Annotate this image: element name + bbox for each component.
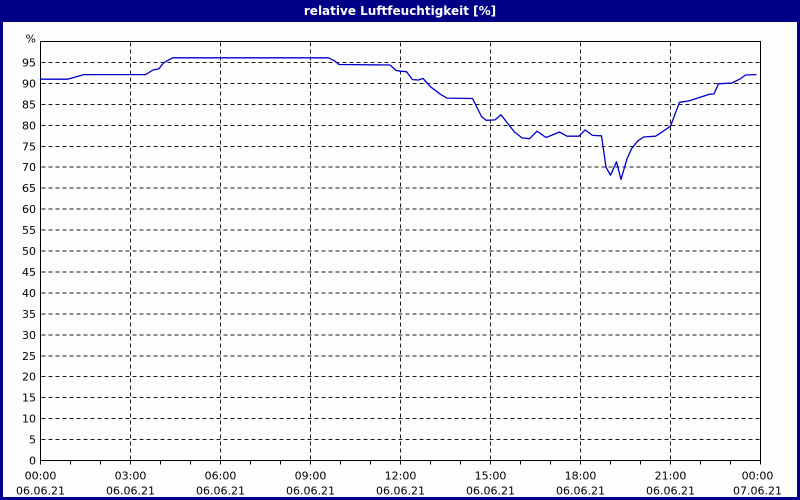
x-tick-time-label: 12:00 <box>385 470 417 483</box>
x-tick-date-label: 06.06.21 <box>196 485 245 498</box>
x-tick-time-label: 03:00 <box>115 470 147 483</box>
y-tick-label: 90 <box>22 77 36 90</box>
x-tick-date-label: 06.06.21 <box>466 485 515 498</box>
x-tick-date-label: 06.06.21 <box>556 485 605 498</box>
x-tick-date-label: 06.06.21 <box>106 485 155 498</box>
y-tick-label: 70 <box>22 161 36 174</box>
y-tick-label: 30 <box>22 329 36 342</box>
x-tick-time-label: 09:00 <box>295 470 327 483</box>
window-titlebar: relative Luftfeuchtigkeit [%] <box>0 0 800 22</box>
y-tick-label: 60 <box>22 203 36 216</box>
window-title: relative Luftfeuchtigkeit [%] <box>303 4 497 18</box>
y-tick-label: 40 <box>22 287 36 300</box>
y-tick-label: 25 <box>22 350 36 363</box>
y-tick-label: 35 <box>22 308 36 321</box>
x-tick-time-label: 00:00 <box>25 470 57 483</box>
x-tick-date-label: 06.06.21 <box>646 485 695 498</box>
x-tick-date-label: 06.06.21 <box>16 485 65 498</box>
y-tick-label: 0 <box>29 455 36 468</box>
x-tick-time-label: 00:00 <box>742 470 774 483</box>
x-tick-time-label: 15:00 <box>475 470 507 483</box>
x-tick-date-label: 06.06.21 <box>376 485 425 498</box>
x-tick-date-label: 06.06.21 <box>286 485 335 498</box>
y-tick-label: 85 <box>22 98 36 111</box>
humidity-line-chart: 0 5 10 15 20 25 30 35 40 45 50 55 60 65 70 75 80 85 90 95% 0… <box>16 33 782 498</box>
y-tick-label: 15 <box>22 392 36 405</box>
y-tick-label: 50 <box>22 245 36 258</box>
y-tick-label: 45 <box>22 266 36 279</box>
y-axis-unit-label: % <box>26 33 36 46</box>
y-tick-label: 80 <box>22 119 36 132</box>
humidity-series-line <box>39 57 757 181</box>
y-tick-label: 95 <box>22 56 36 69</box>
y-tick-label: 55 <box>22 224 36 237</box>
y-tick-label: 10 <box>22 413 36 426</box>
x-tick-time-label: 21:00 <box>655 470 687 483</box>
y-tick-label: 75 <box>22 140 36 153</box>
x-tick-time-label: 06:00 <box>205 470 237 483</box>
chart-area: 0 5 10 15 20 25 30 35 40 45 50 55 60 65 70 75 80 85 90 95% 0… <box>3 22 797 497</box>
y-tick-label: 20 <box>22 371 36 384</box>
x-tick-time-label: 18:00 <box>565 470 597 483</box>
x-tick-date-label: 07.06.21 <box>733 485 782 498</box>
y-tick-label: 5 <box>29 434 36 447</box>
y-tick-label: 65 <box>22 182 36 195</box>
